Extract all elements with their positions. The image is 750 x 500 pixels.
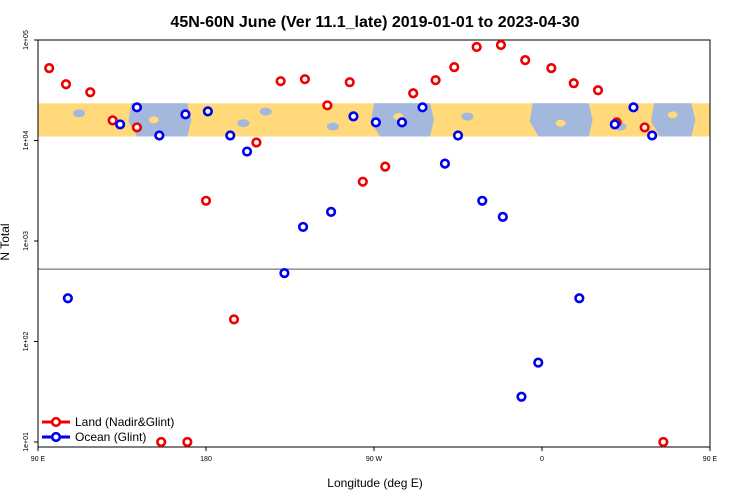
ocean-point — [62, 293, 73, 304]
ocean-point — [115, 119, 126, 130]
plot-frame — [37, 39, 711, 448]
map-island — [148, 116, 159, 124]
legend-land-label: Land (Nadir&Glint) — [75, 415, 174, 429]
land-point — [344, 77, 355, 88]
land-point — [107, 115, 118, 126]
ocean-point — [439, 158, 451, 169]
ocean-point — [348, 111, 359, 122]
land-point — [380, 161, 391, 172]
ocean-point — [452, 130, 464, 141]
x-tick-label: 90 W — [366, 456, 383, 463]
land-point — [299, 74, 311, 85]
y-axis-label: N Total — [0, 223, 12, 260]
x-tick-label: 180 — [200, 456, 212, 463]
land-point — [568, 78, 579, 89]
ocean-point — [417, 102, 428, 113]
ocean-point — [180, 109, 191, 120]
ocean-point — [279, 268, 290, 279]
land-point — [639, 122, 650, 133]
land-point — [658, 436, 669, 448]
land-point — [592, 85, 604, 96]
x-axis-label: Longitude (deg E) — [327, 476, 422, 490]
ocean-point — [396, 117, 408, 128]
legend-ocean-label: Ocean (Glint) — [75, 430, 146, 444]
ocean-point — [225, 130, 236, 141]
ocean-point — [533, 357, 544, 368]
x-tick-label: 90 E — [703, 456, 718, 463]
ocean-point — [154, 130, 165, 141]
ocean-point — [325, 206, 337, 217]
land-point — [182, 436, 193, 448]
land-point — [131, 122, 143, 133]
land-point — [471, 41, 482, 53]
ocean-point — [574, 293, 585, 304]
map-ocean-area — [651, 103, 696, 137]
land-point — [449, 62, 460, 73]
y-tick-label: 1e+02 — [23, 332, 30, 352]
ocean-point — [516, 391, 527, 402]
land-point — [275, 76, 286, 87]
map-ocean-patch — [326, 122, 339, 131]
y-tick-label: 1e+04 — [23, 131, 30, 151]
land-point — [251, 137, 262, 148]
x-tick-label: 0 — [540, 456, 544, 463]
ocean-point — [202, 106, 213, 117]
map-ocean-patch — [73, 109, 86, 118]
land-point — [357, 176, 368, 187]
ocean-point — [628, 102, 639, 113]
land-point — [85, 87, 96, 98]
land-point — [430, 75, 441, 86]
map-ocean-patch — [237, 119, 250, 128]
ocean-point — [370, 117, 381, 128]
map-ocean-area — [128, 103, 192, 137]
land-point — [200, 195, 212, 206]
map-ocean-patch — [461, 112, 474, 121]
ocean-point — [241, 146, 253, 157]
legend-ocean-marker — [50, 431, 62, 443]
y-tick-label: 1e+01 — [23, 432, 30, 452]
ocean-point — [131, 102, 143, 113]
land-point — [60, 79, 72, 90]
land-point — [228, 314, 240, 325]
chart-title: 45N-60N June (Ver 11.1_late) 2019-01-01 … — [170, 14, 579, 31]
land-point — [495, 39, 507, 51]
land-point — [520, 54, 531, 66]
legend: Land (Nadir&Glint) Ocean (Glint) — [42, 415, 174, 444]
ocean-point — [497, 211, 508, 222]
land-point — [156, 436, 167, 448]
land-point — [408, 88, 419, 99]
map-island — [555, 119, 566, 127]
ocean-point — [609, 119, 620, 130]
land-point — [546, 63, 557, 74]
x-tick-label: 90 E — [31, 456, 46, 463]
land-point — [322, 100, 333, 111]
ocean-point — [297, 221, 309, 233]
map-island — [667, 111, 678, 119]
y-tick-label: 1e+05 — [23, 30, 30, 50]
map-ocean-patch — [259, 107, 272, 116]
ocean-point — [477, 195, 488, 206]
legend-land-marker — [50, 416, 62, 428]
y-tick-label: 1e+03 — [23, 231, 30, 251]
ocean-point — [647, 130, 658, 141]
land-point — [44, 63, 55, 74]
